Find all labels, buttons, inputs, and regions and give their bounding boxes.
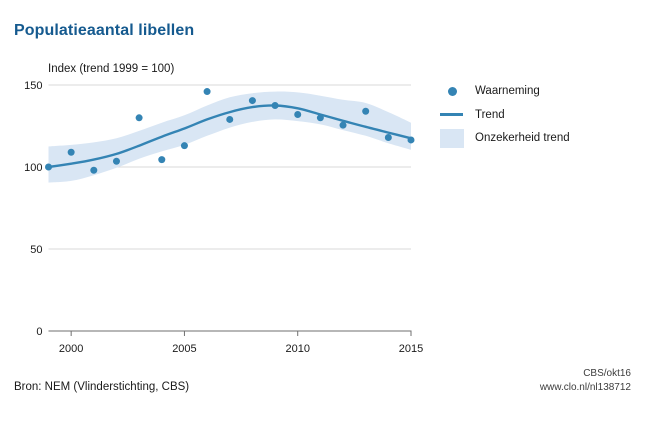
y-tick-label: 0	[36, 326, 42, 338]
observation-point	[294, 111, 302, 119]
observation-point	[180, 142, 188, 150]
trend-line	[47, 104, 413, 169]
legend-item-trend: Trend	[440, 107, 570, 123]
line-icon	[440, 113, 463, 116]
observation-point	[112, 157, 120, 165]
observation-point	[135, 114, 143, 122]
credit-label: CBS/okt16	[583, 368, 631, 379]
legend-item-waarneming: Waarneming	[440, 83, 570, 99]
legend-label: Waarneming	[475, 85, 540, 97]
observation-point	[248, 97, 256, 105]
observation-point	[90, 166, 98, 174]
y-tick-label: 150	[24, 80, 42, 92]
x-tick-label: 2005	[172, 343, 196, 355]
legend-item-onzekerheid-trend: Onzekerheid trend	[440, 128, 570, 148]
observation-point	[339, 121, 347, 129]
observation-point	[407, 136, 415, 144]
observation-point	[45, 163, 52, 171]
y-tick-label: 100	[24, 162, 42, 174]
legend: Waarneming Trend Onzekerheid trend	[440, 83, 570, 148]
observation-point	[271, 102, 279, 109]
website-link: www.clo.nl/nl138712	[539, 381, 631, 393]
observation-point	[384, 133, 392, 141]
y-axis-unit-label: Index (trend 1999 = 100)	[48, 63, 175, 75]
legend-label: Trend	[475, 108, 505, 121]
observation-point	[67, 148, 75, 156]
footer: CBS/okt16 www.clo.nl/nl138712	[540, 367, 631, 394]
observation-point	[203, 88, 211, 96]
y-tick-label: 50	[30, 244, 42, 256]
uncertainty-band	[48, 91, 411, 183]
dot-icon	[448, 86, 457, 96]
observation-point	[362, 107, 370, 115]
legend-label: Onzekerheid trend	[475, 132, 570, 144]
page-title: Populatieaantal libellen	[14, 22, 195, 39]
observation-point	[158, 156, 166, 164]
observation-point	[316, 114, 324, 122]
source-note: Bron: NEM (Vlinderstichting, CBS)	[14, 381, 190, 393]
x-tick-label: 2010	[285, 343, 309, 355]
x-tick-label: 2015	[399, 343, 423, 355]
band-icon	[440, 128, 464, 148]
observation-point	[226, 115, 234, 123]
x-tick-label: 2000	[59, 343, 83, 355]
